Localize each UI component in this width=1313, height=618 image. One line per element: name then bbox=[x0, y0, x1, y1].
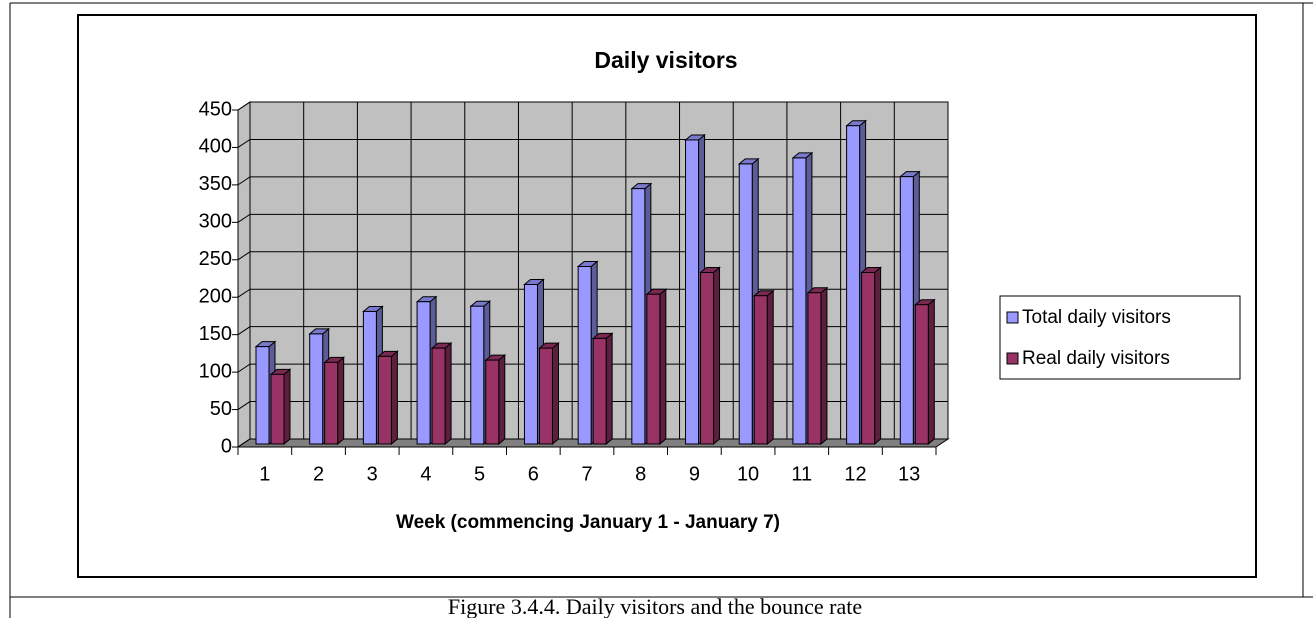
x-tick-label: 11 bbox=[791, 463, 812, 485]
bar-front bbox=[431, 347, 446, 445]
bar-side bbox=[713, 266, 721, 446]
bar-front bbox=[753, 295, 768, 445]
bar bbox=[484, 354, 507, 446]
y-tick-label: 0 bbox=[221, 435, 232, 457]
bar-front bbox=[470, 305, 485, 445]
bar-front bbox=[914, 304, 929, 445]
caption: Figure 3.4.4. Daily visitors and the bou… bbox=[448, 594, 862, 618]
legend-label: Total daily visitors bbox=[1022, 307, 1171, 328]
side-wall bbox=[237, 101, 251, 448]
bar bbox=[591, 332, 614, 446]
bar bbox=[323, 356, 346, 446]
bar-front bbox=[255, 346, 270, 445]
x-axis-label: Week (commencing January 1 - January 7) bbox=[396, 512, 780, 533]
bar-side bbox=[820, 286, 828, 446]
bar-front bbox=[685, 139, 700, 445]
y-tick-label: 50 bbox=[210, 398, 232, 420]
bar-side bbox=[551, 342, 559, 446]
y-tick-label: 300 bbox=[199, 211, 232, 233]
x-tick-label: 3 bbox=[367, 463, 378, 485]
bar bbox=[806, 286, 829, 446]
bar-front bbox=[324, 361, 339, 445]
x-tick-label: 9 bbox=[689, 463, 700, 485]
bar-front bbox=[646, 293, 661, 445]
bar bbox=[913, 298, 936, 446]
bar-front bbox=[309, 333, 324, 445]
bar-front bbox=[899, 176, 914, 445]
bar-side bbox=[659, 288, 667, 446]
bar-side bbox=[927, 298, 935, 446]
bar-side bbox=[337, 356, 345, 446]
y-tick-label: 450 bbox=[199, 98, 232, 120]
bar-front bbox=[377, 355, 392, 445]
bar-side bbox=[605, 332, 613, 446]
x-tick-label: 4 bbox=[420, 463, 431, 485]
bar bbox=[699, 266, 721, 446]
bar bbox=[860, 266, 882, 446]
bar-front bbox=[792, 157, 807, 445]
bar-front bbox=[538, 347, 553, 445]
bar-front bbox=[270, 373, 285, 445]
bar-front bbox=[700, 272, 715, 445]
x-tick-label: 13 bbox=[898, 463, 920, 485]
bar bbox=[538, 342, 560, 446]
bar-front bbox=[631, 188, 646, 445]
bar-side bbox=[283, 368, 291, 446]
bar-front bbox=[807, 292, 822, 445]
y-tick-label: 200 bbox=[199, 286, 232, 308]
bar bbox=[269, 368, 292, 446]
bar-front bbox=[846, 125, 861, 445]
legend-box bbox=[999, 295, 1241, 380]
bar bbox=[645, 288, 668, 446]
bar-front bbox=[416, 301, 431, 445]
x-tick-label: 7 bbox=[581, 463, 592, 485]
bar bbox=[752, 289, 775, 446]
bar bbox=[430, 342, 453, 446]
bar-front bbox=[861, 272, 876, 445]
bar-side bbox=[874, 266, 882, 446]
y-tick-label: 350 bbox=[199, 173, 232, 195]
chart-title: Daily visitors bbox=[594, 47, 737, 73]
bar bbox=[377, 350, 399, 446]
bar-side bbox=[766, 289, 774, 446]
y-tick-label: 150 bbox=[199, 323, 232, 345]
legend-label: Real daily visitors bbox=[1022, 348, 1170, 369]
x-tick-label: 12 bbox=[844, 463, 866, 485]
bar-side bbox=[390, 350, 398, 446]
y-tick-label: 100 bbox=[199, 360, 232, 382]
bar-front bbox=[592, 337, 607, 445]
y-tick-label: 250 bbox=[199, 248, 232, 270]
x-tick-label: 6 bbox=[528, 463, 539, 485]
bar-front bbox=[577, 266, 592, 445]
bar-front bbox=[485, 359, 500, 445]
x-tick-label: 10 bbox=[737, 463, 759, 485]
y-tick-label: 400 bbox=[199, 136, 232, 158]
bar-front bbox=[362, 310, 377, 445]
bar-front bbox=[523, 283, 538, 445]
bar-front bbox=[738, 163, 753, 445]
x-tick-label: 1 bbox=[259, 463, 270, 485]
bar-side bbox=[444, 342, 452, 446]
x-tick-label: 2 bbox=[313, 463, 324, 485]
x-tick-label: 8 bbox=[635, 463, 646, 485]
bar-side bbox=[498, 354, 506, 446]
legend-swatch bbox=[1006, 352, 1019, 365]
legend-swatch bbox=[1006, 311, 1019, 324]
x-tick-label: 5 bbox=[474, 463, 485, 485]
